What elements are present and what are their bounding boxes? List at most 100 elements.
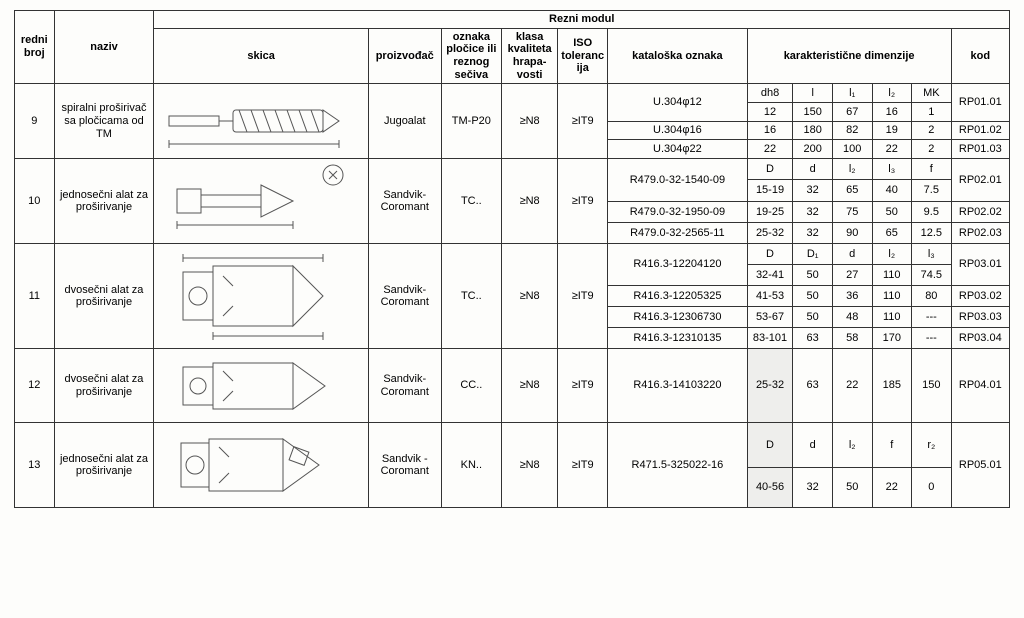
dimval: 150: [912, 349, 952, 423]
cell-oznaka-10: TC..: [441, 159, 501, 244]
dimhead: l₂: [872, 244, 912, 265]
cell-kod-10-1: RP02.02: [951, 201, 1009, 222]
dimval: 7.5: [912, 180, 952, 201]
dimval: 48: [832, 307, 872, 328]
cell-kat-11-3: R416.3-12310135: [608, 328, 747, 349]
th-karakt: karakteristične dimenzije: [747, 28, 951, 84]
cell-klasa-10: ≥N8: [502, 159, 558, 244]
cell-kat-12: R416.3-14103220: [608, 349, 747, 423]
cell-kat-11-0: R416.3-12204120: [608, 244, 747, 286]
dimhead: l₁: [832, 84, 872, 103]
dimval: 53-67: [747, 307, 793, 328]
dimval: ---: [912, 307, 952, 328]
cell-kod-10-0: RP02.01: [951, 159, 1009, 202]
cell-naziv-12: dvosečni alat za proširivanje: [54, 349, 154, 423]
dimval: 200: [793, 140, 833, 159]
cell-num-11: 11: [15, 244, 55, 349]
cell-iso-9: ≥IT9: [558, 84, 608, 159]
th-iso: ISO toleranc ija: [558, 28, 608, 84]
dimval: 22: [872, 468, 912, 508]
cell-skica-13: [154, 423, 368, 508]
cell-klasa-9: ≥N8: [502, 84, 558, 159]
dimhead: D₁: [793, 244, 833, 265]
dimval: 22: [832, 349, 872, 423]
cell-iso-12: ≥IT9: [558, 349, 608, 423]
cell-skica-12: [154, 349, 368, 423]
th-super: Rezni modul: [154, 11, 1010, 29]
cell-kat-11-1: R416.3-12205325: [608, 286, 747, 307]
cell-num-10: 10: [15, 159, 55, 244]
cell-proizv-11: Sandvik-Coromant: [368, 244, 441, 349]
cell-naziv-13: jednosečni alat za proširivanje: [54, 423, 154, 508]
sketch-single-bore2-icon: [163, 425, 359, 505]
dimval: 50: [793, 265, 833, 286]
cell-kat-13: R471.5-325022-16: [608, 423, 747, 508]
dimval: 67: [832, 102, 872, 121]
dimval: 50: [793, 307, 833, 328]
cell-kod-11-0: RP03.01: [951, 244, 1009, 286]
dimval: 74.5: [912, 265, 952, 286]
cell-kod-13: RP05.01: [951, 423, 1009, 508]
dimhead: MK: [912, 84, 952, 103]
dimval: 1: [912, 102, 952, 121]
dimval: 22: [747, 140, 793, 159]
th-proizv: proizvođač: [368, 28, 441, 84]
cell-kat-10-1: R479.0-32-1950-09: [608, 201, 747, 222]
dimval: 65: [832, 180, 872, 201]
dimval: 15-19: [747, 180, 793, 201]
dimval: 32: [793, 468, 833, 508]
dimhead: D: [747, 423, 793, 468]
th-redni: redni broj: [15, 11, 55, 84]
page-container: { "header": { "super": "Rezni modul", "r…: [0, 0, 1024, 618]
dimval: 19-25: [747, 201, 793, 222]
dimval: 110: [872, 307, 912, 328]
dimval: 16: [872, 102, 912, 121]
cell-kod-11-2: RP03.03: [951, 307, 1009, 328]
dimval: 170: [872, 328, 912, 349]
cell-kod-11-1: RP03.02: [951, 286, 1009, 307]
dimval: 80: [912, 286, 952, 307]
dimhead: l₃: [872, 159, 912, 180]
cell-kat-10-0: R479.0-32-1540-09: [608, 159, 747, 202]
dimhead: l₂: [872, 84, 912, 103]
th-klasa: klasa kvaliteta hrapa-vosti: [502, 28, 558, 84]
dimval: 185: [872, 349, 912, 423]
cell-kat-9-1: U.304φ16: [608, 121, 747, 140]
cell-iso-13: ≥IT9: [558, 423, 608, 508]
dimval: 40-56: [747, 468, 793, 508]
cell-iso-11: ≥IT9: [558, 244, 608, 349]
dimval: 41-53: [747, 286, 793, 307]
dimhead: l₂: [832, 159, 872, 180]
cell-kat-9-2: U.304φ22: [608, 140, 747, 159]
dimval: 9.5: [912, 201, 952, 222]
dimval: 32: [793, 201, 833, 222]
cell-kod-9-2: RP01.03: [951, 140, 1009, 159]
dimval: 2: [912, 140, 952, 159]
dimval: 2: [912, 121, 952, 140]
cell-kod-9-0: RP01.01: [951, 84, 1009, 122]
cell-iso-10: ≥IT9: [558, 159, 608, 244]
th-skica: skica: [154, 28, 368, 84]
dimval: 110: [872, 286, 912, 307]
dimhead: dh8: [747, 84, 793, 103]
dimhead: D: [747, 244, 793, 265]
dimhead: r₂: [912, 423, 952, 468]
cell-oznaka-13: KN..: [441, 423, 501, 508]
dimval: 27: [832, 265, 872, 286]
cell-kod-12: RP04.01: [951, 349, 1009, 423]
dimval: 32-41: [747, 265, 793, 286]
dimval: 22: [872, 140, 912, 159]
dimval: 110: [872, 265, 912, 286]
dimval: 32: [793, 222, 833, 243]
main-table: redni broj naziv Rezni modul skica proiz…: [14, 10, 1010, 508]
dimhead: l₃: [912, 244, 952, 265]
cell-kat-9-0: U.304φ12: [608, 84, 747, 122]
cell-naziv-9: spiralni proširivač sa pločicama od TM: [54, 84, 154, 159]
dimhead: l₂: [832, 423, 872, 468]
th-kataloska: kataloška oznaka: [608, 28, 747, 84]
dimval: 90: [832, 222, 872, 243]
sketch-double-bore2-icon: [163, 353, 359, 419]
dimval: 100: [832, 140, 872, 159]
cell-num-12: 12: [15, 349, 55, 423]
cell-klasa-13: ≥N8: [502, 423, 558, 508]
